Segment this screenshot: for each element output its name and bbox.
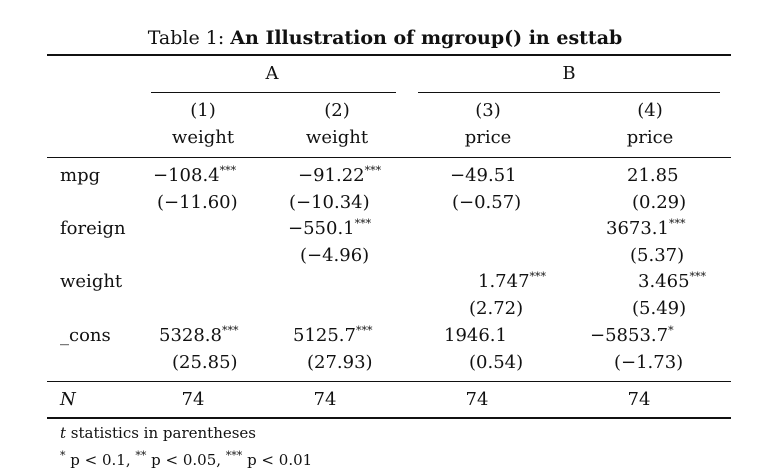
- coef-value: 3.465: [638, 271, 690, 292]
- coef-cell: 21.85: [627, 165, 679, 186]
- group-header-a: A: [265, 63, 279, 84]
- coef-cell: −108.4***: [153, 165, 236, 186]
- table-caption: Table 1: An Illustration of mgroup() in …: [0, 27, 770, 49]
- row-label-n: N: [60, 389, 76, 410]
- coef-value: 5328.8: [159, 325, 222, 346]
- t-stat-cell: (27.93): [307, 352, 373, 373]
- significance-stars: ***: [689, 270, 707, 283]
- coef-value: −108.4: [153, 165, 220, 186]
- note-significance: * p < 0.1, ** p < 0.05, *** p < 0.01: [60, 449, 313, 469]
- significance-stars: ***: [355, 324, 373, 337]
- t-stat-cell: (25.85): [172, 352, 238, 373]
- note-star: *: [60, 449, 66, 462]
- significance-stars: ***: [354, 217, 372, 230]
- group-header-b: B: [562, 63, 576, 84]
- column-dep-var: weight: [305, 127, 369, 148]
- coef-value: 3673.1: [606, 218, 669, 239]
- note-threshold: p < 0.05,: [146, 451, 226, 469]
- column-number: (3): [475, 100, 501, 121]
- coef-value: −550.1: [288, 218, 355, 239]
- coef-value: 5125.7: [293, 325, 356, 346]
- coef-cell: −5853.7*: [590, 325, 674, 346]
- t-stat-cell: (−11.60): [157, 192, 238, 213]
- column-number: (4): [637, 100, 663, 121]
- caption-title: An Illustration of mgroup() in esttab: [230, 27, 623, 49]
- t-stat-cell: (0.29): [632, 192, 687, 213]
- coef-value: 21.85: [627, 165, 679, 186]
- t-stat-cell: (−10.34): [289, 192, 370, 213]
- coef-cell: −550.1***: [288, 218, 371, 239]
- row-label-mpg: mpg: [60, 165, 101, 186]
- significance-stars: *: [668, 324, 674, 337]
- note-t-var: t: [60, 424, 67, 442]
- row-label-weight: weight: [60, 271, 123, 292]
- column-dep-var: weight: [171, 127, 235, 148]
- group-b-underline: [418, 92, 720, 93]
- coef-cell: 3.465***: [638, 271, 706, 292]
- t-stat-cell: (0.54): [469, 352, 524, 373]
- column-dep-var: price: [464, 127, 512, 148]
- coef-value: −91.22: [298, 165, 365, 186]
- t-stat-cell: (5.37): [630, 245, 685, 266]
- bottom-rule: [47, 417, 731, 419]
- coef-cell: 1.747***: [478, 271, 546, 292]
- coef-cell: 3673.1***: [606, 218, 685, 239]
- coef-value: 1.747: [478, 271, 530, 292]
- t-stat-cell: (−1.73): [614, 352, 684, 373]
- n-value: 74: [465, 389, 489, 410]
- group-a-underline: [151, 92, 396, 93]
- t-stat-cell: (−0.57): [452, 192, 522, 213]
- n-value: 74: [313, 389, 337, 410]
- coef-cell: −91.22***: [298, 165, 381, 186]
- coef-cell: 1946.1: [444, 325, 507, 346]
- coef-value: −49.51: [450, 165, 517, 186]
- row-label-cons: _cons: [60, 325, 111, 346]
- note-threshold: p < 0.1,: [65, 451, 136, 469]
- t-stat-cell: (5.49): [632, 298, 687, 319]
- column-dep-var: price: [626, 127, 674, 148]
- note-star: ***: [225, 449, 243, 462]
- t-stat-cell: (−4.96): [300, 245, 370, 266]
- significance-stars: ***: [221, 324, 239, 337]
- coef-cell: −49.51: [450, 165, 517, 186]
- note-t-text: statistics in parentheses: [66, 424, 256, 442]
- n-value: 74: [627, 389, 651, 410]
- row-label-foreign: foreign: [60, 218, 126, 239]
- significance-stars: ***: [529, 270, 547, 283]
- mid-rule: [47, 381, 731, 382]
- note-t-statistics: t statistics in parentheses: [60, 424, 256, 442]
- t-stat-cell: (2.72): [469, 298, 524, 319]
- note-star: **: [135, 449, 147, 462]
- top-rule: [47, 54, 731, 56]
- significance-stars: ***: [219, 164, 237, 177]
- header-rule: [47, 157, 731, 158]
- caption-prefix: Table 1:: [147, 27, 231, 49]
- note-threshold: p < 0.01: [242, 451, 313, 469]
- coef-value: 1946.1: [444, 325, 507, 346]
- coef-value: −5853.7: [590, 325, 669, 346]
- n-value: 74: [181, 389, 205, 410]
- column-number: (1): [190, 100, 216, 121]
- column-number: (2): [324, 100, 350, 121]
- coef-cell: 5125.7***: [293, 325, 372, 346]
- coef-cell: 5328.8***: [159, 325, 238, 346]
- significance-stars: ***: [364, 164, 382, 177]
- significance-stars: ***: [668, 217, 686, 230]
